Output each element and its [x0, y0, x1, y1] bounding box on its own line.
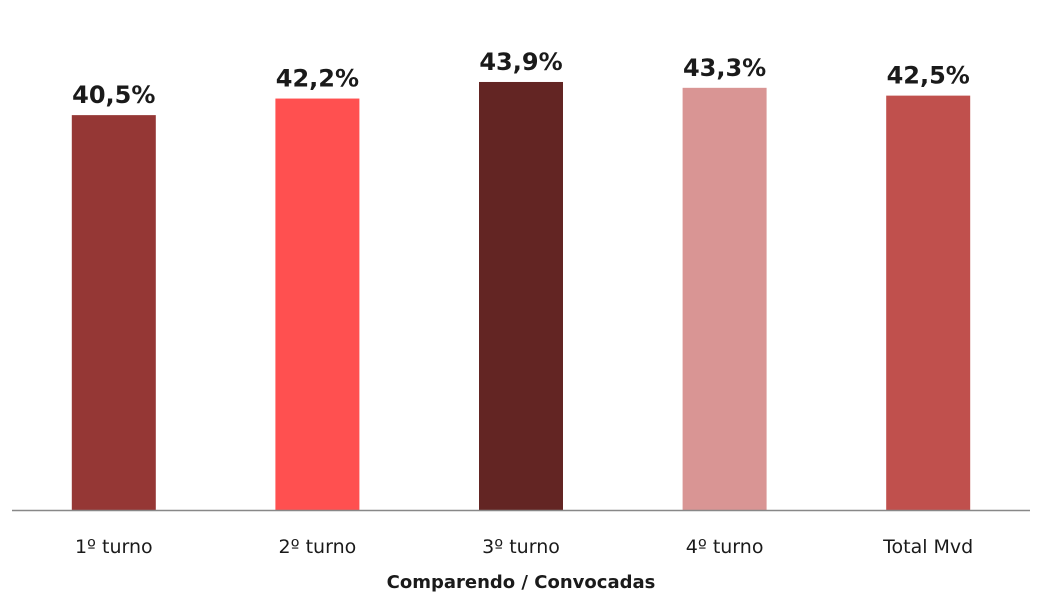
- data-label-2: 42,2%: [276, 65, 359, 93]
- x-tick-labels-group: 1º turno 2º turno 3º turno 4º turno Total Mv…: [75, 536, 973, 558]
- x-tick-label-3: 3º turno: [482, 536, 560, 558]
- bar-5: [886, 95, 971, 510]
- x-tick-label-2: 2º turno: [279, 536, 357, 558]
- bar-4: [682, 87, 767, 510]
- bar-2: [275, 98, 360, 511]
- x-axis-title: Comparendo / Convocadas: [387, 572, 656, 593]
- bar-1: [71, 115, 156, 510]
- data-label-5: 42,5%: [887, 62, 970, 90]
- x-tick-label-5: Total Mvd: [882, 536, 973, 558]
- x-tick-label-1: 1º turno: [75, 536, 153, 558]
- data-label-4: 43,3%: [683, 54, 766, 82]
- data-labels-group: 40,5% 42,2% 43,9% 43,3% 42,5%: [72, 48, 970, 109]
- x-tick-label-4: 4º turno: [686, 536, 764, 558]
- data-label-1: 40,5%: [72, 81, 155, 109]
- data-label-3: 43,9%: [479, 48, 562, 76]
- bar-3: [479, 81, 563, 510]
- bars-group: [71, 81, 971, 511]
